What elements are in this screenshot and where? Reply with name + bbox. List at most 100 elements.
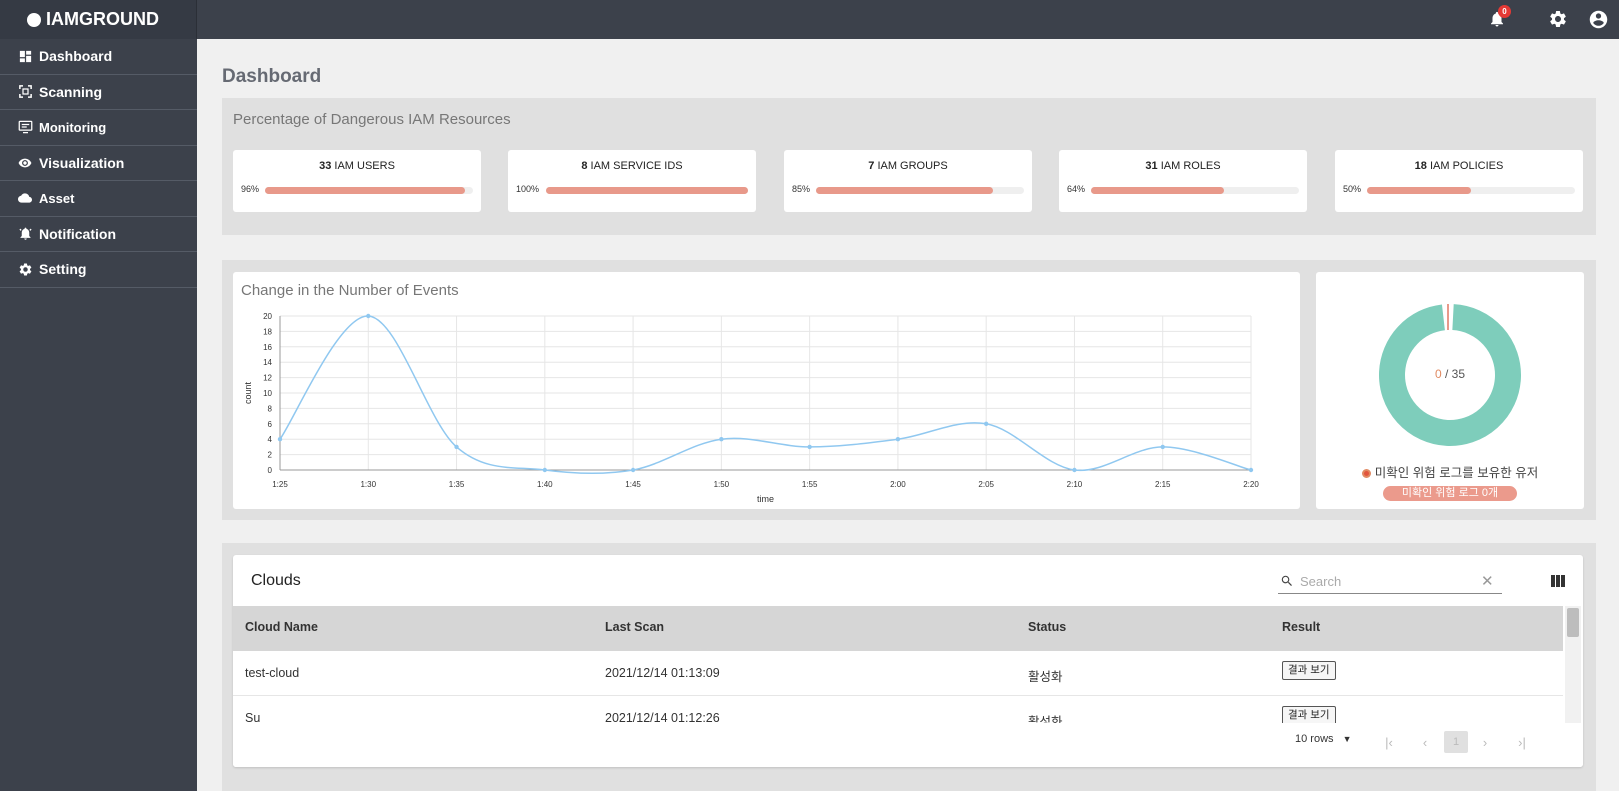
cell-last-scan: 2021/12/14 01:12:26 xyxy=(605,711,720,725)
resource-count: 8 xyxy=(581,160,588,172)
sidebar-item-scanning[interactable]: Scanning xyxy=(0,75,197,110)
sidebar-item-label: Setting xyxy=(39,261,87,278)
account-button[interactable] xyxy=(1587,8,1609,30)
data-point xyxy=(1160,444,1165,450)
resource-label: IAM USERS xyxy=(334,160,395,172)
notifications-button[interactable]: 0 xyxy=(1486,5,1511,30)
column-header-cloud-name[interactable]: Cloud Name xyxy=(245,620,318,634)
resource-count: 33 xyxy=(319,160,332,172)
x-tick-label: 1:30 xyxy=(360,480,376,489)
y-tick-label: 12 xyxy=(263,374,272,383)
sidebar-item-label: Visualization xyxy=(39,154,125,171)
sidebar-item-visualization[interactable]: Visualization xyxy=(0,146,197,181)
app-logo[interactable]: IAMGROUND xyxy=(0,0,197,39)
logo-dot-icon xyxy=(27,12,41,27)
resource-progress-fill xyxy=(1091,187,1225,194)
scrollbar-thumb[interactable] xyxy=(1567,608,1579,637)
donut-chart xyxy=(1379,304,1521,446)
resource-percent: 96% xyxy=(241,184,260,194)
donut-value: 0 xyxy=(1434,367,1442,381)
y-axis-label: count xyxy=(243,381,253,404)
resource-count: 7 xyxy=(868,160,875,172)
sidebar-item-label: Notification xyxy=(39,225,116,242)
resource-progress-track xyxy=(1091,187,1299,194)
rows-per-page-value: 10 rows xyxy=(1295,733,1334,745)
eye-icon xyxy=(17,155,33,171)
monitor-icon xyxy=(17,119,33,135)
x-tick-label: 1:50 xyxy=(714,480,730,489)
sidebar-item-label: Scanning xyxy=(39,83,103,100)
y-tick-label: 14 xyxy=(263,358,272,367)
data-point xyxy=(454,444,459,450)
clouds-panel: Clouds ✕ Cloud Name Last Scan Status Res… xyxy=(222,543,1596,791)
x-tick-label: 2:15 xyxy=(1155,480,1171,489)
rows-per-page-select[interactable]: 10 rows ▼ xyxy=(1295,733,1352,745)
first-page-icon: |‹ xyxy=(1385,734,1393,750)
clouds-table-card: Clouds ✕ Cloud Name Last Scan Status Res… xyxy=(233,555,1583,767)
table-scrollbar[interactable] xyxy=(1565,606,1581,723)
y-tick-label: 2 xyxy=(268,451,273,460)
events-panel: 0 2 4 6 8 10 12 14 16 18 20 1:25 1:30 1:35 1:40 1:45 1:5… xyxy=(222,260,1596,520)
search-box: ✕ xyxy=(1278,570,1502,594)
y-tick-label: 18 xyxy=(263,327,272,336)
resource-progress-track xyxy=(816,187,1024,194)
data-point xyxy=(277,437,283,442)
resource-label: IAM ROLES xyxy=(1160,160,1221,172)
search-input[interactable] xyxy=(1300,571,1470,591)
resource-percent: 100% xyxy=(516,184,540,194)
dashboard-icon xyxy=(17,48,33,64)
last-page-button[interactable]: ›| xyxy=(1511,731,1533,753)
view-result-button[interactable]: 결과 보기 xyxy=(1282,661,1336,680)
resource-label: IAM GROUPS xyxy=(877,160,948,172)
data-point xyxy=(719,437,724,442)
sidebar-item-monitoring[interactable]: Monitoring xyxy=(0,110,197,146)
table-row: test-cloud 2021/12/14 01:13:09 활성화 결과 보기 xyxy=(233,651,1563,696)
prev-page-button[interactable]: ‹ xyxy=(1414,731,1436,753)
sidebar-item-notification[interactable]: Notification xyxy=(0,217,197,252)
x-tick-label: 1:35 xyxy=(449,480,465,489)
x-tick-label: 1:45 xyxy=(625,480,641,489)
data-point xyxy=(542,467,548,473)
dangerous-resources-panel: Percentage of Dangerous IAM Resources 33… xyxy=(222,98,1596,235)
resource-card-title: 8 IAM SERVICE IDS xyxy=(508,160,756,172)
unconfirmed-logs-card: 0 / 35 미확인 위험 로그를 보유한 유저 미확인 위험 로그 0개 xyxy=(1316,272,1584,509)
legend-label: 미확인 위험 로그를 보유한 유저 xyxy=(1374,466,1539,480)
events-line-chart: 0 2 4 6 8 10 12 14 16 18 20 1:25 1:30 1:35 1:40 1:45 1:5… xyxy=(243,312,1259,504)
view-columns-icon xyxy=(1551,575,1565,587)
view-result-button[interactable]: 결과 보기 xyxy=(1282,706,1336,725)
sidebar-item-setting[interactable]: Setting xyxy=(0,252,197,288)
x-axis-label: time xyxy=(757,494,774,504)
bell-icon xyxy=(17,226,33,242)
resource-progress-fill xyxy=(1367,187,1471,194)
column-header-result[interactable]: Result xyxy=(1282,620,1321,634)
resource-label: IAM SERVICE IDS xyxy=(590,160,683,172)
chevron-left-icon: ‹ xyxy=(1422,734,1428,750)
column-header-last-scan[interactable]: Last Scan xyxy=(605,620,665,634)
y-tick-label: 6 xyxy=(268,420,273,429)
next-page-button[interactable]: › xyxy=(1474,731,1496,753)
y-tick-label: 16 xyxy=(263,343,272,352)
donut-total: 35 xyxy=(1451,367,1466,381)
sidebar-item-dashboard[interactable]: Dashboard xyxy=(0,39,197,75)
sidebar-item-asset[interactable]: Asset xyxy=(0,181,197,217)
clear-search-icon[interactable]: ✕ xyxy=(1481,573,1494,590)
current-page[interactable]: 1 xyxy=(1444,731,1468,753)
resource-progress-track xyxy=(265,187,473,194)
gear-icon xyxy=(17,261,33,277)
sidebar-item-label: Dashboard xyxy=(39,48,113,65)
settings-button[interactable] xyxy=(1547,8,1569,30)
donut-legend: 미확인 위험 로그를 보유한 유저 xyxy=(1316,462,1584,481)
legend-dot-icon xyxy=(1361,469,1371,478)
cell-last-scan: 2021/12/14 01:13:09 xyxy=(605,666,720,680)
resource-card: 18 IAM POLICIES 50% xyxy=(1335,150,1583,212)
chevron-down-icon: ▼ xyxy=(1342,734,1352,744)
first-page-button[interactable]: |‹ xyxy=(1378,731,1400,753)
resource-card-title: 33 IAM USERS xyxy=(233,160,481,172)
unconfirmed-logs-badge: 미확인 위험 로그 0개 xyxy=(1383,486,1517,501)
view-columns-button[interactable] xyxy=(1551,574,1565,592)
panel-title: Percentage of Dangerous IAM Resources xyxy=(233,111,511,128)
gear-icon xyxy=(1550,11,1566,27)
chevron-right-icon: › xyxy=(1482,734,1488,750)
resource-count: 31 xyxy=(1145,160,1158,172)
column-header-status[interactable]: Status xyxy=(1028,620,1067,634)
